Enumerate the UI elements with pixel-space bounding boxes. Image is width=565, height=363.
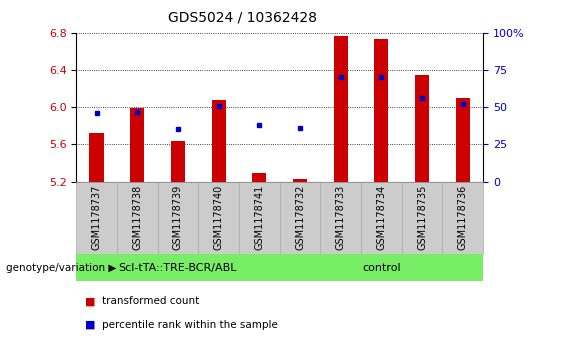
Text: transformed count: transformed count [102, 296, 199, 306]
Text: percentile rank within the sample: percentile rank within the sample [102, 320, 277, 330]
Text: GSM1178734: GSM1178734 [376, 185, 386, 250]
Text: ■: ■ [85, 296, 95, 306]
Text: GSM1178733: GSM1178733 [336, 185, 346, 250]
Text: genotype/variation ▶: genotype/variation ▶ [6, 263, 116, 273]
Bar [252, 173, 267, 182]
Bar [415, 74, 429, 182]
Bar [374, 39, 389, 182]
Bar [89, 133, 104, 182]
Text: control: control [362, 263, 401, 273]
Text: GSM1178732: GSM1178732 [295, 185, 305, 250]
Text: GSM1178739: GSM1178739 [173, 185, 183, 250]
Bar [455, 98, 470, 182]
Bar [211, 100, 226, 182]
Bar [130, 108, 145, 182]
Text: GDS5024 / 10362428: GDS5024 / 10362428 [168, 11, 318, 25]
Bar [333, 36, 348, 182]
Text: GSM1178736: GSM1178736 [458, 185, 468, 250]
Text: GSM1178738: GSM1178738 [132, 185, 142, 250]
Text: GSM1178740: GSM1178740 [214, 185, 224, 250]
Text: GSM1178741: GSM1178741 [254, 185, 264, 250]
Text: GSM1178735: GSM1178735 [417, 185, 427, 250]
Text: Scl-tTA::TRE-BCR/ABL: Scl-tTA::TRE-BCR/ABL [119, 263, 237, 273]
Text: GSM1178737: GSM1178737 [92, 185, 102, 250]
Bar [293, 179, 307, 182]
Bar [171, 140, 185, 182]
Text: ■: ■ [85, 320, 95, 330]
